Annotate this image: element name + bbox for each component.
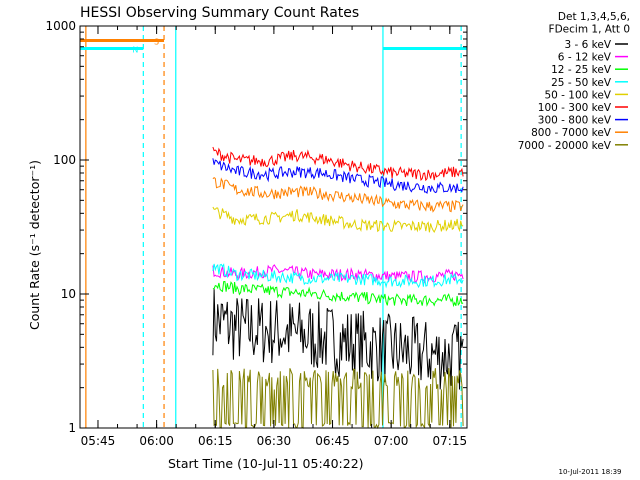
series-line-6 xyxy=(212,158,464,194)
legend-label-4: 50 - 100 keV xyxy=(544,89,611,101)
legend-label-1: 6 - 12 keV xyxy=(558,52,612,64)
state-bar-label-S: S xyxy=(154,37,159,46)
legend: Det 1,3,4,5,6,FDecim 1, Att 0 3 - 6 keV6 … xyxy=(518,11,630,152)
legend-label-7: 800 - 7000 keV xyxy=(531,127,612,139)
y-tick-label-0: 1 xyxy=(68,421,76,435)
plot-frame xyxy=(79,25,468,429)
y-tick-label-3: 1000 xyxy=(45,19,76,33)
y-axis-label: Count Rate (s⁻¹ detector⁻¹) xyxy=(27,160,42,330)
y-tick-label-2: 100 xyxy=(53,153,76,167)
x-tick-label-0: 05:45 xyxy=(81,434,116,448)
y-tick-label-1: 10 xyxy=(61,287,76,301)
x-tick-label-4: 06:45 xyxy=(315,434,350,448)
series-line-8 xyxy=(212,368,464,430)
legend-label-3: 25 - 50 keV xyxy=(551,77,612,89)
legend-header-line-1: FDecim 1, Att 0 xyxy=(549,24,630,36)
legend-label-8: 7000 - 20000 keV xyxy=(518,140,612,152)
series-line-1 xyxy=(212,264,464,284)
series-line-4 xyxy=(212,206,464,234)
x-tick-label-6: 07:15 xyxy=(433,434,468,448)
footer-date: 10-Jul-2011 18:39 xyxy=(558,468,621,476)
x-tick-label-5: 07:00 xyxy=(374,434,409,448)
legend-header-line-0: Det 1,3,4,5,6, xyxy=(558,11,630,23)
series-line-2 xyxy=(212,280,464,308)
chart-title: HESSI Observing Summary Count Rates xyxy=(80,5,359,21)
state-bar-label-N: N xyxy=(132,45,138,54)
series-line-5 xyxy=(212,146,464,182)
legend-label-0: 3 - 6 keV xyxy=(564,39,611,51)
series-line-3 xyxy=(212,263,464,289)
x-tick-label-2: 06:15 xyxy=(198,434,233,448)
axes: 05:45 06:00 06:15 06:30 06:45 07:00 07:15 1 10 10… xyxy=(45,19,468,448)
legend-label-5: 100 - 300 keV xyxy=(538,102,612,114)
x-axis-label: Start Time (10-Jul-11 05:40:22) xyxy=(168,456,364,471)
plot-area: SN xyxy=(80,26,467,430)
legend-label-2: 12 - 25 keV xyxy=(551,64,612,76)
legend-label-6: 300 - 800 keV xyxy=(538,115,612,127)
x-tick-label-3: 06:30 xyxy=(257,434,292,448)
x-tick-label-1: 06:00 xyxy=(139,434,174,448)
series-line-0 xyxy=(212,289,464,390)
series-line-7 xyxy=(212,176,464,213)
